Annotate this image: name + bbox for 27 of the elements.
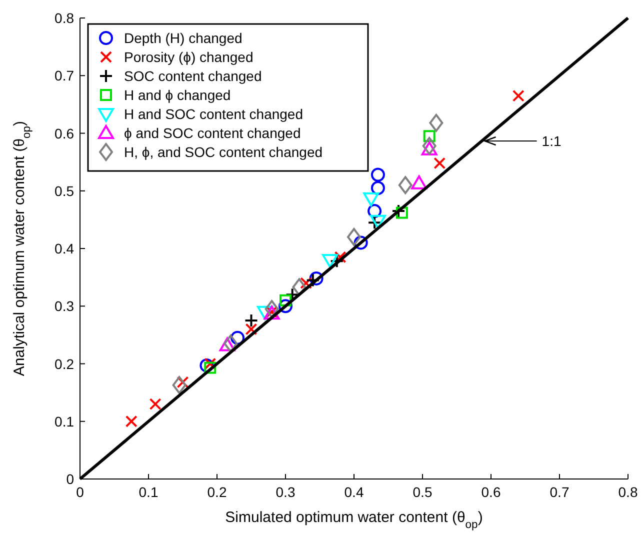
x-tick-label: 0.4 [344, 484, 364, 500]
y-tick-label: 0.7 [54, 68, 74, 84]
y-tick-label: 0.2 [54, 356, 74, 372]
x-axis-title: Simulated optimum water content (θ$_{op}$) [225, 509, 483, 531]
legend-label: SOC content changed [124, 68, 262, 84]
y-tick-label: 0.1 [54, 413, 74, 430]
x-tick-label: 0.1 [138, 484, 158, 500]
y-tick-label: 0.5 [54, 182, 74, 199]
legend-label: H, ϕ, and SOC content changed [124, 144, 323, 160]
x-tick-label: 0.8 [618, 484, 638, 500]
legend-label: H and ϕ changed [124, 87, 231, 103]
annotation: 1:1 [542, 133, 562, 149]
legend-label: H and SOC content changed [124, 106, 304, 122]
x-tick-label: 0.7 [550, 484, 570, 500]
y-tick-label: 0.6 [54, 125, 74, 142]
y-tick-label: 0.4 [54, 240, 74, 256]
x-tick-label: 0.5 [412, 484, 432, 500]
y-tick-label: 0 [66, 471, 74, 487]
legend-label: Depth (H) changed [124, 30, 242, 46]
x-tick-label: 0.3 [276, 484, 296, 500]
x-tick-label: 0.6 [481, 484, 501, 500]
x-tick-label: 0.2 [207, 484, 227, 500]
legend-label: ϕ and SOC content changed [124, 125, 301, 141]
x-tick-label: 0 [76, 484, 84, 500]
y-tick-label: 0.8 [54, 10, 74, 26]
y-tick-label: 0.3 [54, 298, 74, 314]
legend-label: Porosity (ϕ) changed [124, 49, 254, 65]
